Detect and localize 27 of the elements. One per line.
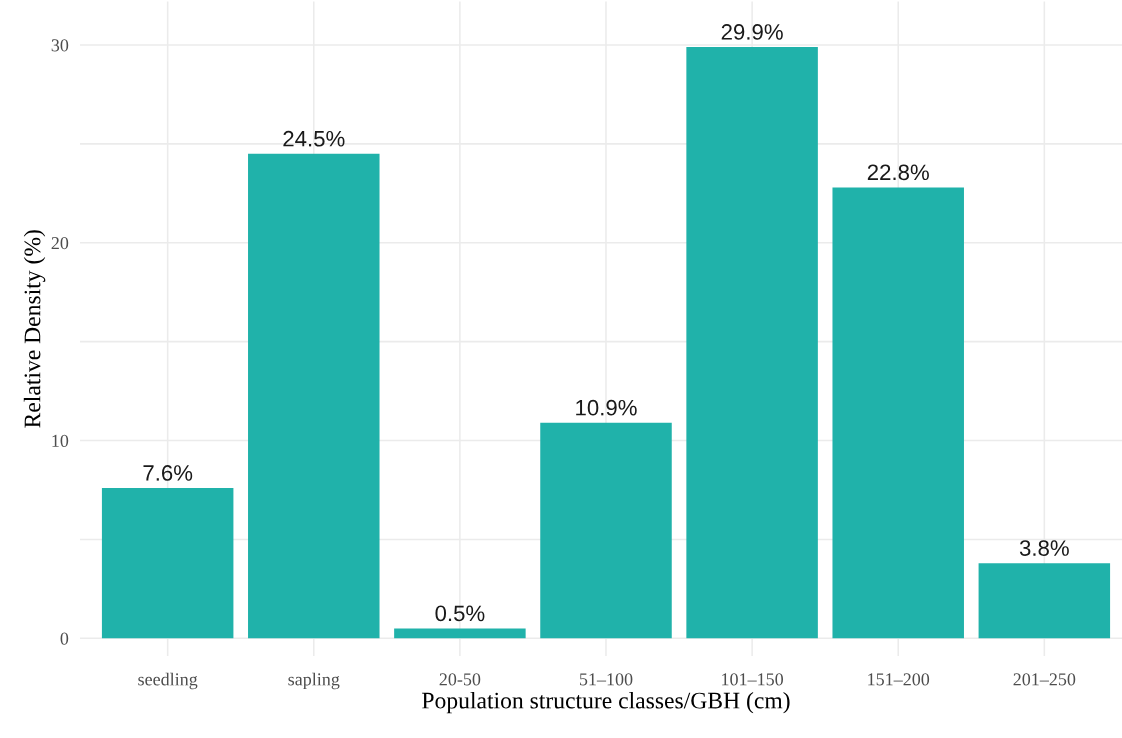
x-tick-label: 101–150: [722, 673, 784, 686]
bar: [248, 153, 380, 639]
x-axis-title: Population structure classes/GBH (cm): [422, 691, 790, 714]
y-axis-title: Relative Density (%): [23, 230, 46, 428]
y-tick-label: 30: [51, 39, 69, 52]
bar: [832, 187, 964, 639]
y-tick-label: 10: [52, 434, 69, 447]
x-tick-label: seedling: [138, 672, 198, 690]
data-label: 0.5%: [435, 605, 485, 622]
x-tick-label: 201–250: [1013, 673, 1076, 686]
x-tick-label: 51–100: [579, 673, 633, 686]
bar: [686, 46, 818, 639]
x-tick-label: 20-50: [439, 673, 481, 686]
bar: [540, 422, 672, 639]
data-label: 10.9%: [576, 399, 637, 416]
data-label: 3.8%: [1019, 540, 1069, 556]
data-label: 22.8%: [867, 164, 929, 181]
data-label: 7.6%: [143, 465, 193, 481]
y-tick-label: 0: [60, 632, 69, 645]
data-label: 24.5%: [283, 130, 345, 147]
bar: [394, 628, 526, 639]
y-tick-label: 20: [51, 237, 69, 250]
bar: [978, 563, 1111, 639]
x-tick-label: 151–200: [868, 673, 930, 686]
data-label: 29.9%: [721, 24, 783, 40]
x-tick-label: sapling: [288, 672, 340, 690]
bar: [101, 487, 234, 639]
